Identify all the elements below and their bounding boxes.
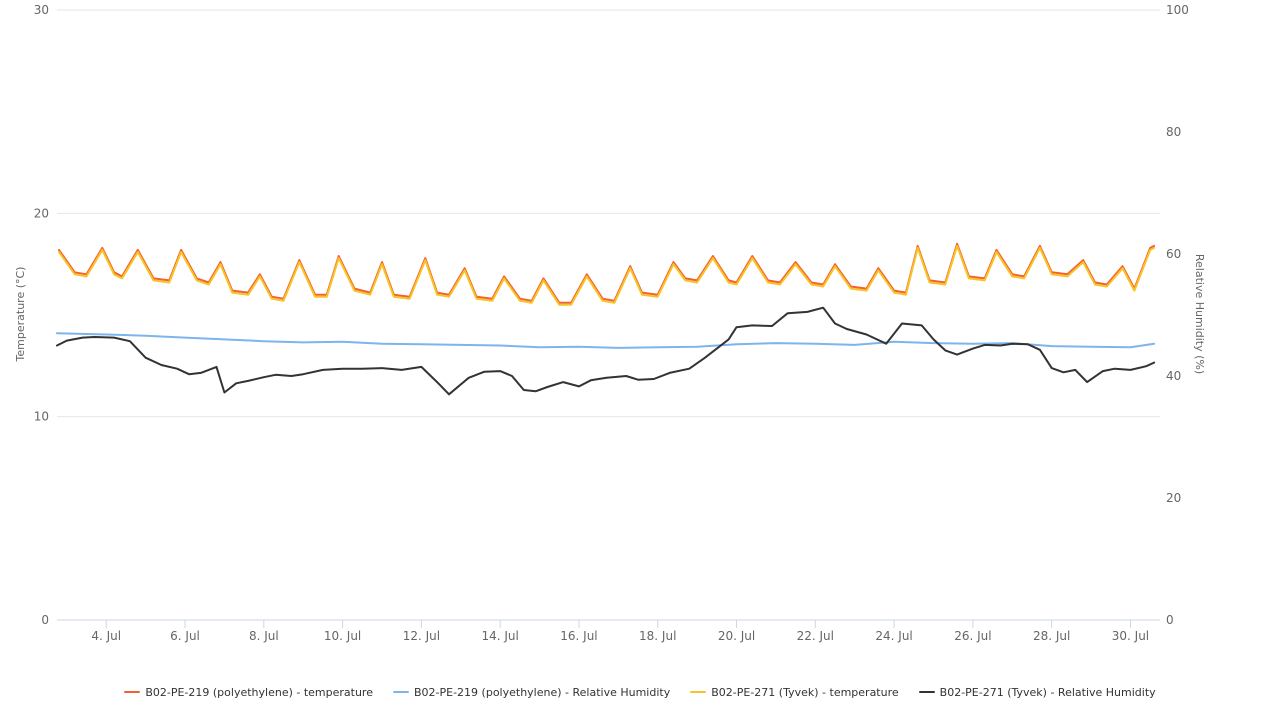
x-tick-label: 10. Jul xyxy=(324,629,361,643)
x-tick-label: 22. Jul xyxy=(797,629,834,643)
y-left-tick-label: 30 xyxy=(34,3,49,17)
y-left-tick-label: 20 xyxy=(34,206,49,220)
legend-label: B02-PE-219 (polyethylene) - temperature xyxy=(145,685,373,699)
x-tick-label: 30. Jul xyxy=(1112,629,1149,643)
x-tick-label: 18. Jul xyxy=(639,629,676,643)
series-layer xyxy=(56,242,1156,396)
y-right-tick-label: 20 xyxy=(1166,491,1181,505)
x-tick-label: 12. Jul xyxy=(403,629,440,643)
legend-item-4[interactable]: B02-PE-271 (Tyvek) - Relative Humidity xyxy=(918,685,1156,699)
x-tick-label: 28. Jul xyxy=(1033,629,1070,643)
x-tick-label: 20. Jul xyxy=(718,629,755,643)
legend-swatch xyxy=(690,691,707,693)
legend-swatch xyxy=(124,691,141,693)
legend: B02-PE-219 (polyethylene) - temperature B… xyxy=(0,682,1280,702)
y-axis-left: 0 10 20 30 xyxy=(34,3,49,627)
y-right-tick-label: 40 xyxy=(1166,369,1181,383)
y-right-tick-label: 80 xyxy=(1166,125,1181,139)
x-tick-label: 26. Jul xyxy=(954,629,991,643)
series-line-2[interactable] xyxy=(56,332,1156,349)
x-tick-label: 24. Jul xyxy=(875,629,912,643)
y-axis-left-title: Temperature (°C) xyxy=(14,267,27,363)
series-line-1[interactable] xyxy=(58,242,1156,304)
y-left-tick-label: 10 xyxy=(34,410,49,424)
x-tick-label: 16. Jul xyxy=(560,629,597,643)
y-right-tick-label: 100 xyxy=(1166,3,1189,17)
legend-item-3[interactable]: B02-PE-271 (Tyvek) - temperature xyxy=(690,685,899,699)
x-tick-label: 4. Jul xyxy=(91,629,121,643)
line-chart: 4. Jul 6. Jul 8. Jul 10. Jul 12. Jul 14. Jul 1… xyxy=(14,3,1206,643)
x-tick-label: 6. Jul xyxy=(170,629,200,643)
legend-label: B02-PE-219 (polyethylene) - Relative Hum… xyxy=(413,685,671,699)
y-right-tick-label: 0 xyxy=(1166,613,1174,627)
legend-swatch xyxy=(392,691,409,693)
x-axis: 4. Jul 6. Jul 8. Jul 10. Jul 12. Jul 14. Jul 1… xyxy=(91,620,1149,643)
y-right-tick-label: 60 xyxy=(1166,247,1181,261)
legend-label: B02-PE-271 (Tyvek) - temperature xyxy=(711,685,899,699)
x-tick-label: 8. Jul xyxy=(249,629,279,643)
legend-item-1[interactable]: B02-PE-219 (polyethylene) - temperature xyxy=(124,686,373,699)
grid-lines xyxy=(57,9,1160,621)
series-line-4[interactable] xyxy=(56,306,1156,396)
legend-label: B02-PE-271 (Tyvek) - Relative Humidity xyxy=(939,685,1156,699)
legend-item-2[interactable]: B02-PE-219 (polyethylene) - Relative Hum… xyxy=(392,685,671,699)
y-axis-right: 0 20 40 60 80 100 xyxy=(1166,3,1189,627)
x-tick-label: 14. Jul xyxy=(481,629,518,643)
y-left-tick-label: 0 xyxy=(41,613,49,627)
legend-swatch xyxy=(918,691,935,693)
y-axis-right-title: Relative Humidity (%) xyxy=(1193,254,1206,374)
series-line-3[interactable] xyxy=(58,244,1156,306)
